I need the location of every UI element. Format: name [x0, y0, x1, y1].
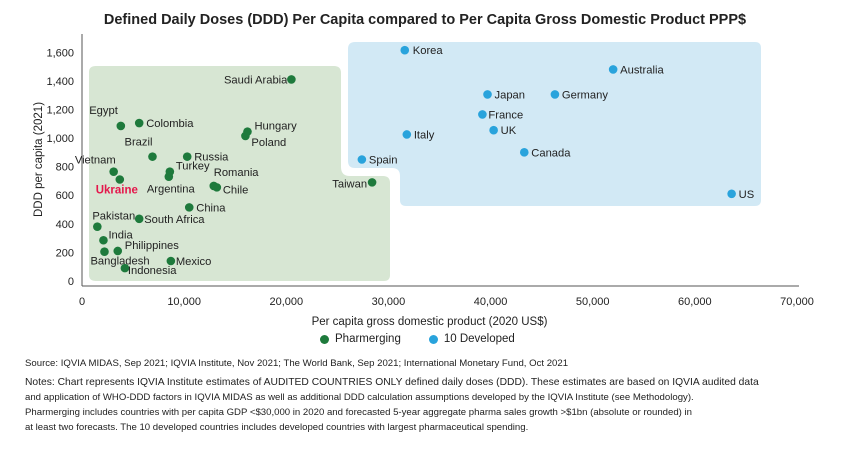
point-pharmerging [212, 183, 222, 192]
y-tick-label: 0 [68, 276, 74, 288]
point-label: Bangladesh [90, 256, 149, 268]
point-label: US [739, 189, 755, 201]
pharmerging-region [89, 66, 390, 281]
point-label: Russia [194, 152, 229, 164]
point-label: South Africa [144, 214, 205, 226]
point-label: France [488, 109, 523, 121]
point-label: UK [501, 125, 517, 137]
y-tick-label: 1,400 [46, 76, 74, 88]
point-pharmerging [148, 152, 157, 161]
point-developed [357, 155, 367, 164]
point-pharmerging [184, 203, 194, 212]
point-label: Poland [251, 137, 286, 149]
point-developed [400, 45, 410, 55]
point-label: Germany [562, 89, 608, 101]
x-tick-label: 60,000 [678, 296, 712, 308]
point-label: Philippines [125, 240, 180, 252]
point-label: Taiwan [332, 178, 367, 190]
point-pharmerging [99, 235, 108, 245]
point-label: Spain [369, 155, 398, 167]
point-pharmerging [166, 256, 176, 266]
point-label: Brazil [124, 137, 152, 149]
point-label: Korea [413, 45, 444, 57]
point-label: China [196, 202, 226, 214]
point-pharmerging [134, 214, 144, 224]
point-label: India [108, 229, 133, 241]
point-pharmerging [241, 131, 250, 141]
notes-line-3: Pharmerging includes countries with per … [25, 407, 692, 418]
point-pharmerging [115, 175, 125, 184]
x-tick-label: 20,000 [269, 296, 303, 308]
developed-region [348, 42, 761, 206]
x-tick-label: 40,000 [474, 296, 508, 308]
point-label: Vietnam [75, 155, 116, 167]
x-tick-label: 0 [79, 296, 85, 308]
point-label: Ukraine [96, 185, 138, 197]
y-tick-label: 400 [56, 219, 74, 231]
point-developed [483, 90, 492, 99]
point-label: Chile [223, 184, 249, 196]
legend-item-pharmerging: Pharmerging [320, 333, 401, 345]
point-label: Canada [531, 147, 571, 159]
point-developed [727, 189, 736, 199]
point-developed [402, 130, 412, 139]
y-tick-label: 1,600 [46, 47, 74, 59]
point-label: Pakistan [92, 211, 135, 223]
point-pharmerging [113, 246, 123, 256]
y-tick-label: 1,200 [46, 104, 74, 116]
point-pharmerging [134, 118, 144, 128]
point-developed [550, 90, 560, 99]
x-tick-label: 70,000 [780, 296, 814, 308]
point-label: Argentina [147, 184, 196, 196]
legend-marker-developed [428, 334, 438, 344]
y-tick-label: 1,000 [46, 133, 74, 145]
notes-line-4: at least two forecasts. The 10 developed… [25, 422, 529, 433]
point-developed [519, 148, 529, 157]
point-developed [478, 110, 487, 119]
point-pharmerging [287, 75, 296, 84]
x-tick-label: 30,000 [372, 296, 406, 308]
point-label: Egypt [89, 105, 118, 117]
point-pharmerging [367, 178, 377, 187]
point-pharmerging [93, 222, 102, 231]
point-pharmerging [116, 121, 126, 131]
point-label: Romania [214, 167, 260, 179]
point-label: Turkey [176, 161, 210, 173]
point-pharmerging [100, 247, 109, 256]
point-pharmerging [182, 152, 192, 161]
source-note: Source: IQVIA MIDAS, Sep 2021; IQVIA Ins… [25, 358, 569, 369]
legend-label-pharmerging: Pharmerging [335, 333, 401, 345]
legend: Pharmerging 10 Developed [320, 333, 515, 345]
x-axis-label: Per capita gross domestic product (2020 … [312, 316, 548, 328]
point-label: Saudi Arabia [224, 74, 288, 86]
legend-label-developed: 10 Developed [443, 333, 515, 345]
point-developed [608, 65, 618, 74]
point-pharmerging [164, 172, 174, 181]
point-pharmerging [109, 167, 118, 176]
notes-line-2: and application of WHO-DDD factors in IQ… [25, 392, 694, 403]
point-label: Hungary [254, 121, 297, 133]
x-tick-label: 10,000 [167, 296, 201, 308]
y-tick-label: 600 [56, 190, 74, 202]
point-label: Colombia [146, 118, 194, 130]
x-tick-label: 50,000 [576, 296, 610, 308]
point-developed [489, 125, 498, 135]
y-tick-label: 800 [56, 162, 74, 174]
point-label: Japan [495, 89, 525, 101]
point-label: Australia [620, 64, 664, 76]
notes: Notes: Chart represents IQVIA Institute … [25, 375, 840, 435]
point-label: Mexico [176, 256, 211, 268]
scatter-plot: 0 200 400 600 800 1,000 1,200 1,400 1,600 0 10,000… [33, 34, 814, 328]
legend-item-developed: 10 Developed [428, 333, 515, 345]
legend-marker-pharmerging [320, 334, 329, 344]
y-tick-label: 200 [56, 247, 74, 259]
notes-line-1: Notes: Chart represents IQVIA Institute … [25, 377, 759, 388]
point-label: Italy [414, 129, 435, 141]
y-axis-label: DDD per capita (2021) [33, 102, 45, 217]
point-label: Indonesia [128, 265, 177, 277]
point-pharmerging [120, 263, 130, 273]
chart-title: Defined Daily Doses (DDD) Per Capita com… [103, 12, 747, 28]
